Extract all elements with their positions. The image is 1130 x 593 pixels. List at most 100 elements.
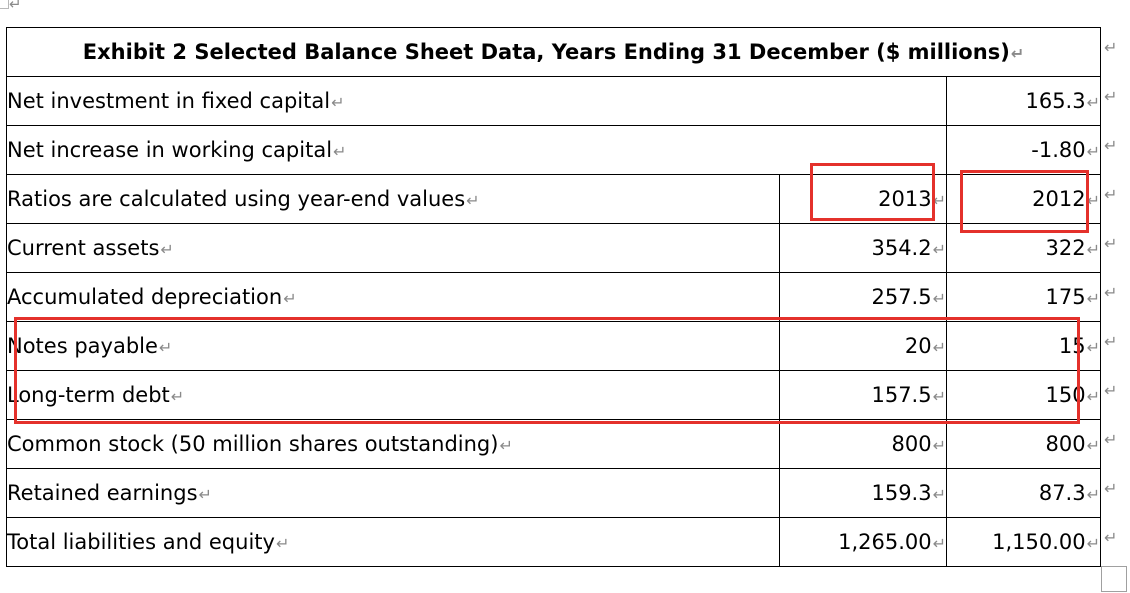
cell-value: 257.5 [871,285,932,309]
cell-value: 20 [904,334,932,358]
row-end-mark-icon: ↵ [1104,38,1118,57]
cell-value: 159.3 [871,481,932,505]
balance-sheet-table: Exhibit 2 Selected Balance Sheet Data, Y… [6,27,1101,567]
paragraph-mark-icon: ↵ [198,485,212,504]
row-label-cell: Current assets↵ [6,223,780,273]
year-label: 2012 [1032,187,1086,211]
row-end-mark-icon: ↵ [1104,528,1118,547]
row-label: Net increase in working capital [7,138,333,162]
paragraph-mark-icon: ↵ [1086,142,1100,161]
row-label-cell: Long-term debt↵ [6,370,780,420]
row-end-mark-icon: ↵ [1104,332,1118,351]
row-label-cell: Accumulated depreciation↵ [6,272,780,322]
paragraph-mark-icon: ↵ [1086,240,1100,259]
row-label-cell: Notes payable↵ [6,321,780,371]
cell-value: 15 [1058,334,1086,358]
row-end-mark-icon: ↵ [1104,185,1118,204]
cell-value: 800 [891,432,932,456]
row-end-mark-icon: ↵ [1104,283,1118,302]
paragraph-mark-icon: ↵ [1010,44,1025,63]
paragraph-mark-icon: ↵ [275,534,290,553]
highlight-2013-box [810,163,935,221]
year-2012-cell: 2012↵ [946,174,1101,224]
paragraph-mark-icon: ↵ [932,289,946,308]
cell-value: 165.3 [1025,89,1086,113]
table-title-cell: Exhibit 2 Selected Balance Sheet Data, Y… [6,27,1101,77]
paragraph-mark-icon: ↵ [499,436,513,455]
table-title-row: Exhibit 2 Selected Balance Sheet Data, Y… [6,27,1101,77]
value-cell: 1,150.00↵ [946,517,1101,567]
value-cell: 150↵ [946,370,1101,420]
row-end-mark-icon: ↵ [1104,381,1118,400]
row-end-mark-icon: ↵ [1104,479,1118,498]
cell-value: 800 [1045,432,1086,456]
row-label: Common stock (50 million shares outstand… [7,432,499,456]
paragraph-mark-icon: ↵ [932,485,946,504]
paragraph-mark-icon: ↵ [331,93,345,112]
paragraph-mark-icon: ↵ [932,191,946,210]
page-corner-mark [0,0,9,9]
table-row: Net investment in fixed capital↵ 165.3↵ [6,76,1101,126]
paragraph-mark-icon: ↵ [932,436,946,455]
highlight-debt-rows-box [14,317,1080,424]
row-label-cell: Net investment in fixed capital↵ [6,76,947,126]
row-label: Ratios are calculated using year-end val… [7,187,466,211]
cell-value: 1,265.00 [838,530,932,554]
year-2013-cell: 2013↵ [779,174,947,224]
cell-value: 1,150.00 [992,530,1086,554]
paragraph-mark-icon: ↵ [1086,387,1100,406]
cell-value: 322 [1045,236,1086,260]
value-cell: 1,265.00↵ [779,517,947,567]
table-row: Net increase in working capital↵ -1.80↵ [6,125,1101,175]
paragraph-mark-icon: ↵ [932,387,946,406]
value-cell: 20↵ [779,321,947,371]
row-label: Total liabilities and equity [7,530,275,554]
paragraph-mark-icon: ↵ [158,338,173,357]
table-row: Notes payable↵ 20↵ 15↵ [6,321,1101,371]
cell-value: 87.3 [1038,481,1086,505]
value-cell: 800↵ [779,419,947,469]
row-label-cell: Total liabilities and equity↵ [6,517,780,567]
row-label: Accumulated depreciation [7,285,283,309]
paragraph-mark-icon: ↵ [1086,93,1100,112]
year-label: 2013 [878,187,932,211]
paragraph-mark-icon: ↵ [932,338,946,357]
row-label: Net investment in fixed capital [7,89,331,113]
row-end-mark-icon: ↵ [1104,430,1118,449]
paragraph-mark-icon: ↵ [1086,191,1100,210]
value-cell: -1.80↵ [946,125,1101,175]
table-row: Retained earnings↵ 159.3↵ 87.3↵ [6,468,1101,518]
value-cell: 354.2↵ [779,223,947,273]
cell-value: -1.80 [1031,138,1086,162]
row-label: Notes payable [7,334,158,358]
value-cell: 257.5↵ [779,272,947,322]
table-row: Total liabilities and equity↵ 1,265.00↵ … [6,517,1101,567]
row-label: Long-term debt [7,383,170,407]
document-end-box [1101,566,1127,592]
paragraph-mark-icon: ↵ [333,142,347,161]
row-label-cell: Common stock (50 million shares outstand… [6,419,780,469]
table-row: Current assets↵ 354.2↵ 322↵ [6,223,1101,273]
paragraph-mark-icon: ↵ [1086,534,1100,553]
row-label-cell: Retained earnings↵ [6,468,780,518]
year-header-row: Ratios are calculated using year-end val… [6,174,1101,224]
highlight-2012-box [960,170,1089,233]
paragraph-mark-icon: ↵ [1086,289,1100,308]
paragraph-mark-icon: ↵ [9,0,22,13]
paragraph-mark-icon: ↵ [932,534,946,553]
table-row: Common stock (50 million shares outstand… [6,419,1101,469]
row-end-mark-icon: ↵ [1104,136,1118,155]
row-label-cell: Ratios are calculated using year-end val… [6,174,780,224]
row-end-mark-icon: ↵ [1104,87,1118,106]
cell-value: 354.2 [871,236,932,260]
paragraph-mark-icon: ↵ [1086,436,1100,455]
paragraph-mark-icon: ↵ [932,240,946,259]
value-cell: 159.3↵ [779,468,947,518]
row-label: Current assets [7,236,160,260]
cell-value: 175 [1045,285,1086,309]
table-row: Long-term debt↵ 157.5↵ 150↵ [6,370,1101,420]
value-cell: 175↵ [946,272,1101,322]
cell-value: 157.5 [871,383,932,407]
paragraph-mark-icon: ↵ [283,289,297,308]
table-title: Exhibit 2 Selected Balance Sheet Data, Y… [82,40,1010,64]
